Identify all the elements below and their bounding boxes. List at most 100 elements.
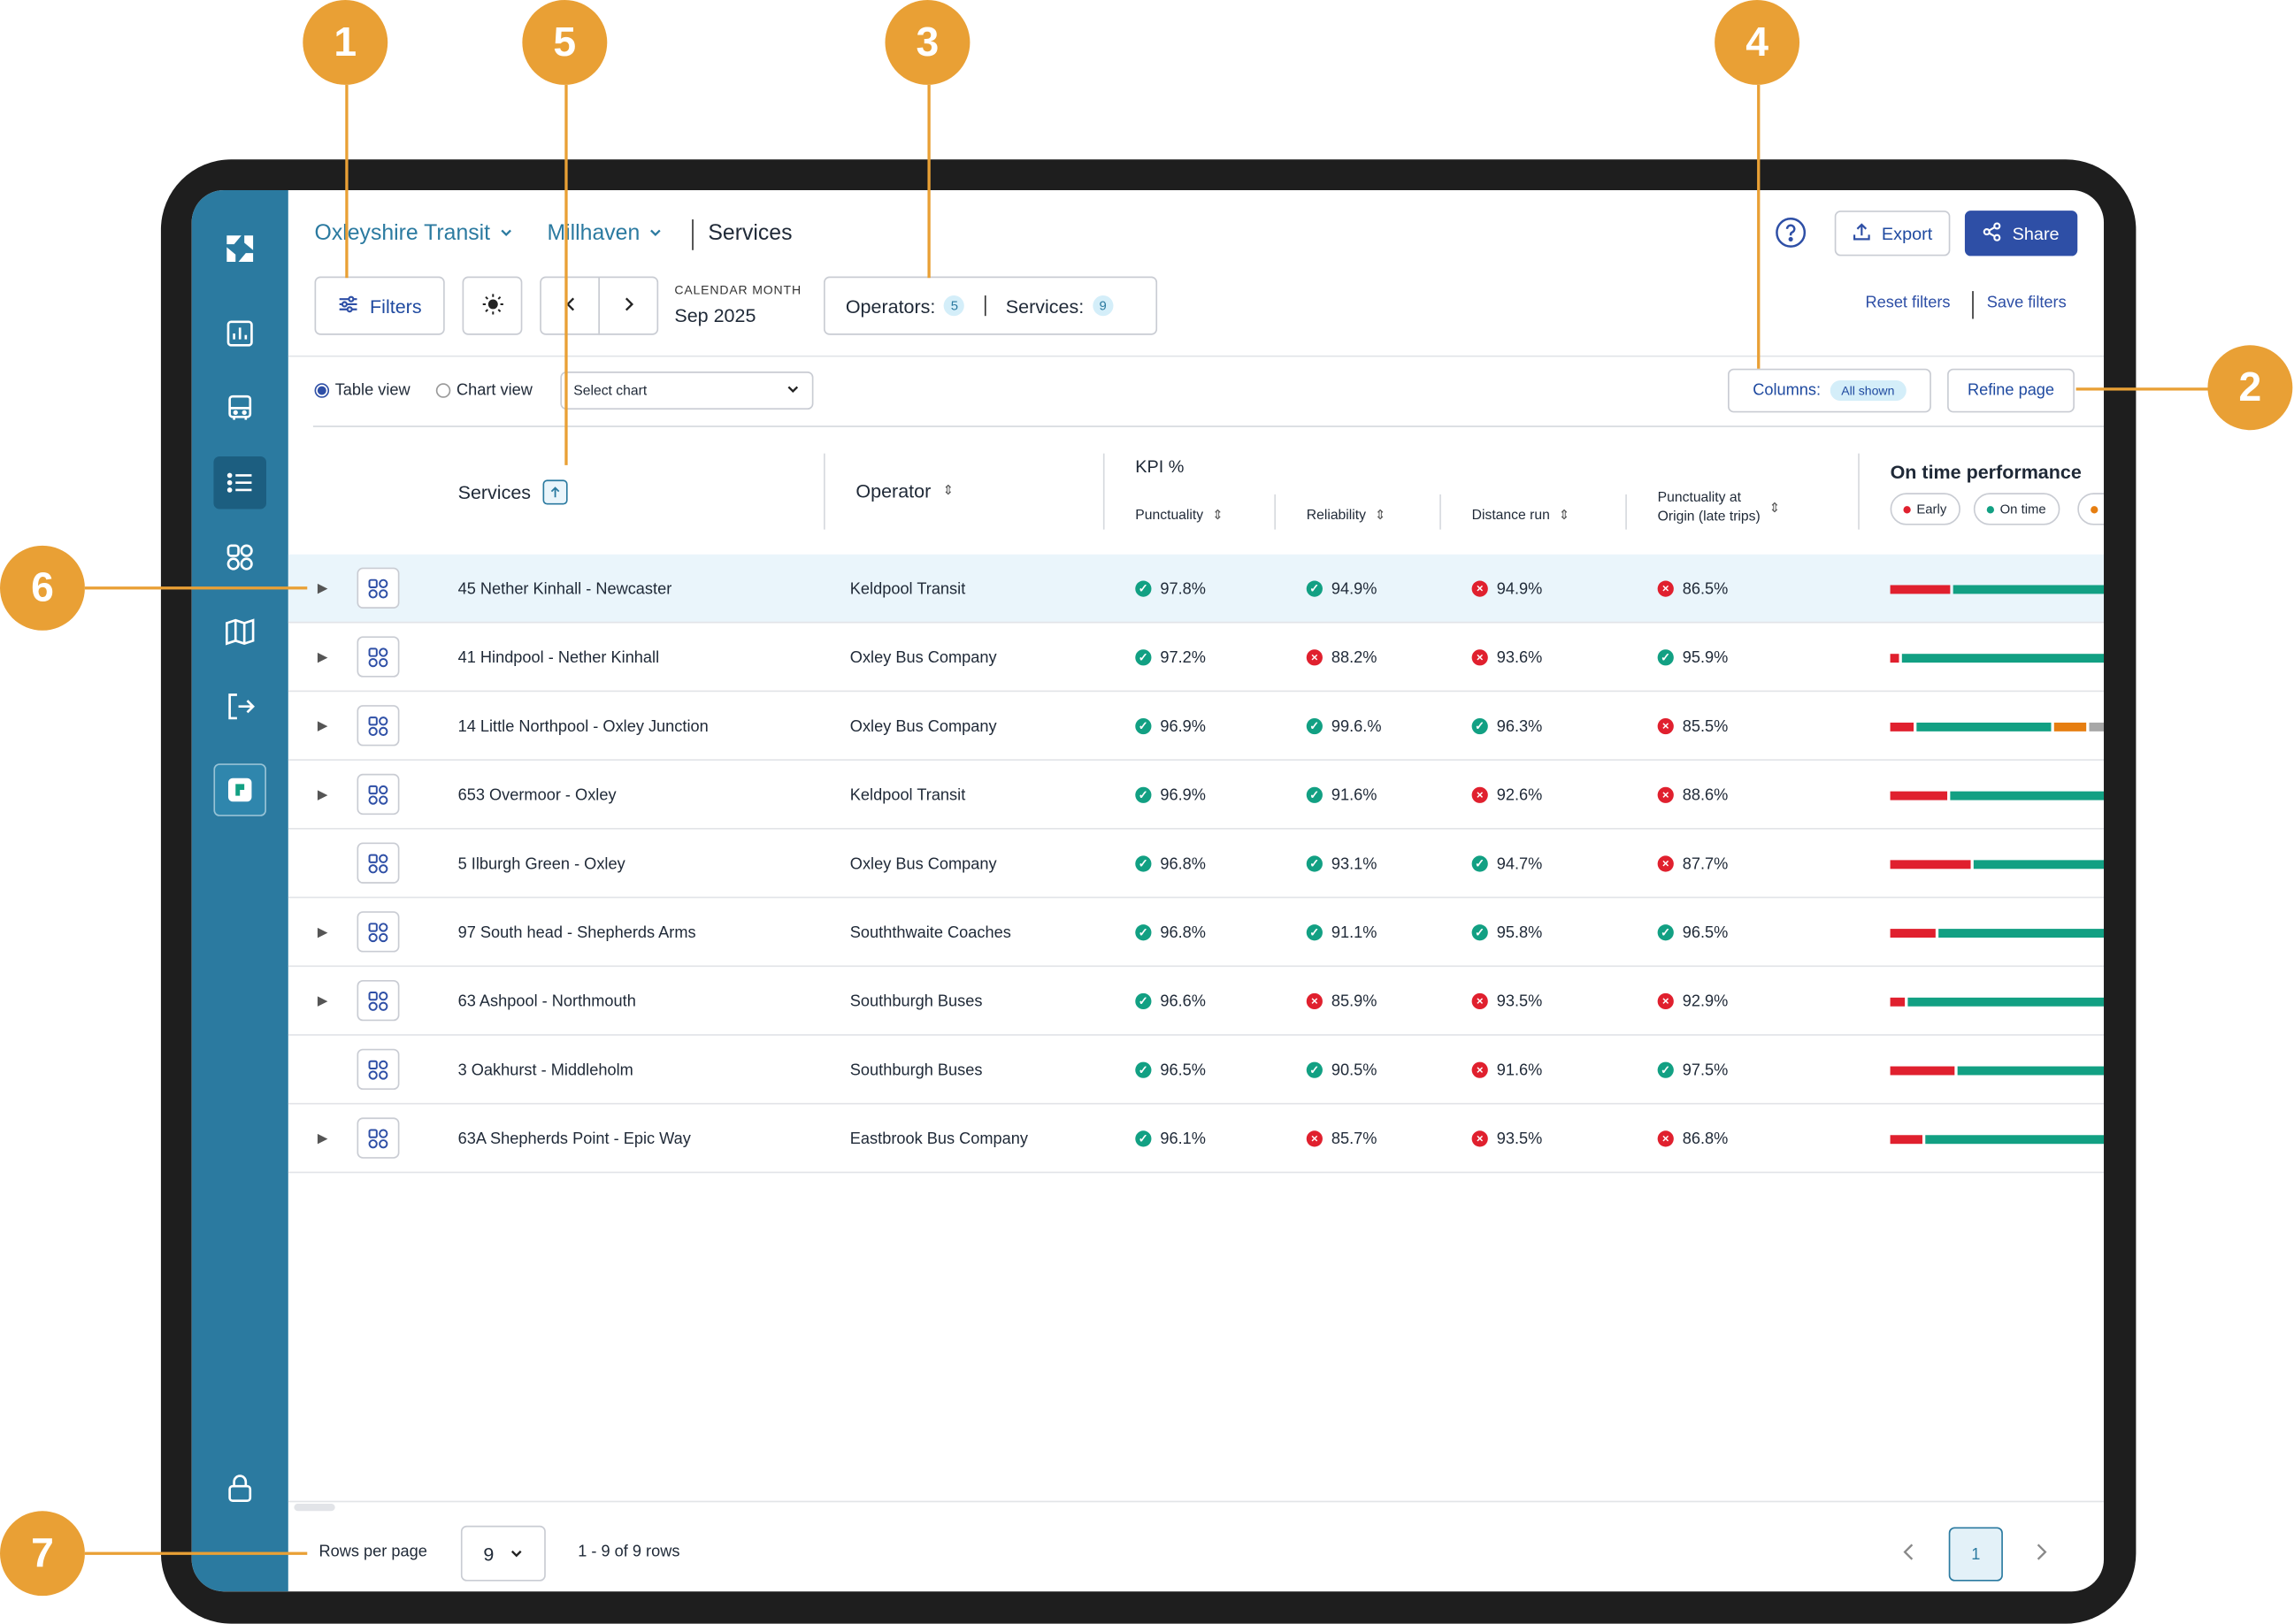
- previous-page-icon[interactable]: [1900, 1542, 1918, 1569]
- service-name[interactable]: 97 South head - Shepherds Arms: [457, 923, 696, 942]
- page-1-button[interactable]: 1: [1948, 1527, 2003, 1582]
- distance-run-value: 95.8%: [1496, 923, 1543, 942]
- chevron-left-icon: [561, 295, 579, 317]
- table-view-radio[interactable]: Table view: [314, 382, 410, 399]
- service-name[interactable]: 63A Shepherds Point - Epic Way: [457, 1130, 691, 1148]
- expand-row-icon[interactable]: ▶: [317, 649, 328, 664]
- reliability-column-header[interactable]: Reliability ⇕: [1307, 508, 1386, 524]
- breadcrumb-divider: [692, 219, 694, 250]
- map-icon[interactable]: [213, 606, 266, 659]
- reports-chart-icon[interactable]: [213, 307, 266, 360]
- expand-row-icon[interactable]: ▶: [317, 1130, 328, 1145]
- next-page-icon[interactable]: [2032, 1542, 2050, 1569]
- rows-per-page-select[interactable]: 9: [460, 1525, 546, 1582]
- service-shapes-icon[interactable]: [357, 1048, 400, 1091]
- punctuality-column-header[interactable]: Punctuality ⇕: [1135, 508, 1223, 524]
- legend-late[interactable]: [2077, 493, 2105, 525]
- service-name[interactable]: 5 Ilburgh Green - Oxley: [457, 854, 625, 873]
- check-circle-icon: ✓: [1306, 924, 1323, 941]
- breadcrumb-area[interactable]: Millhaven: [547, 221, 663, 246]
- legend-early[interactable]: Early: [1890, 493, 1960, 525]
- chevron-down-icon: [786, 381, 801, 400]
- punctuality-origin-value: 97.5%: [1682, 1061, 1729, 1079]
- callout-5-leader: [564, 84, 568, 465]
- service-shapes-icon[interactable]: [357, 705, 400, 747]
- lock-icon[interactable]: [213, 1461, 266, 1514]
- check-circle-icon: ✓: [1306, 717, 1323, 735]
- punctuality-header-label: Punctuality: [1135, 507, 1204, 525]
- share-button[interactable]: Share: [1964, 211, 2078, 257]
- breadcrumb-org[interactable]: Oxleyshire Transit: [315, 221, 514, 246]
- punctuality-cell: ✓ 96.8%: [1135, 898, 1206, 967]
- table-row[interactable]: ▶ 14 Little Northpool - Oxley Junction Oxl…: [288, 692, 2105, 761]
- reset-filters-link[interactable]: Reset filters: [1865, 294, 1951, 312]
- theme-toggle-button[interactable]: [462, 276, 523, 335]
- expand-row-icon[interactable]: ▶: [317, 992, 328, 1008]
- service-shapes-icon[interactable]: [357, 567, 400, 609]
- table-row[interactable]: ▶ 63A Shepherds Point - Epic Way Eastbrook…: [288, 1105, 2105, 1174]
- callout-2-leader: [2075, 387, 2210, 391]
- horizontal-scrollbar[interactable]: [294, 1504, 335, 1512]
- legend-on-time[interactable]: On time: [1973, 493, 2060, 525]
- expand-row-icon[interactable]: ▶: [317, 786, 328, 802]
- sort-icon: ⇕: [1212, 507, 1224, 523]
- service-name[interactable]: 3 Oakhurst - Middleholm: [457, 1061, 633, 1079]
- check-circle-icon: ✓: [1135, 1061, 1152, 1078]
- service-shapes-icon[interactable]: [357, 842, 400, 884]
- punctuality-origin-column-header[interactable]: Punctuality at Origin (late trips) ⇕: [1658, 488, 1781, 526]
- table-row[interactable]: ▶ 45 Nether Kinhall - Newcaster Keldpool T…: [288, 554, 2105, 624]
- service-shapes-icon[interactable]: [357, 636, 400, 678]
- next-period-button[interactable]: [598, 276, 659, 335]
- bus-icon[interactable]: [213, 382, 266, 435]
- check-circle-icon: ✓: [1657, 1061, 1674, 1078]
- export-button[interactable]: Export: [1834, 211, 1951, 257]
- service-name[interactable]: 41 Hindpool - Nether Kinhall: [457, 648, 660, 667]
- link-divider: [1972, 291, 1974, 319]
- service-name[interactable]: 14 Little Northpool - Oxley Junction: [457, 717, 709, 735]
- table-row[interactable]: ▶ 63 Ashpool - Northmouth Southburgh Buses…: [288, 967, 2105, 1036]
- save-filters-link[interactable]: Save filters: [1986, 294, 2067, 312]
- operator-column-header[interactable]: Operator ⇕: [855, 479, 954, 502]
- previous-period-button[interactable]: [540, 276, 601, 335]
- refine-page-button[interactable]: Refine page: [1947, 368, 2075, 413]
- table-row[interactable]: 3 Oakhurst - Middleholm Southburgh Buses ✓…: [288, 1036, 2105, 1105]
- table-row[interactable]: ▶ 41 Hindpool - Nether Kinhall Oxley Bus C…: [288, 623, 2105, 693]
- service-shapes-icon[interactable]: [357, 1117, 400, 1159]
- distance-run-column-header[interactable]: Distance run ⇕: [1472, 508, 1570, 524]
- services-column-header[interactable]: Services: [458, 479, 568, 505]
- select-chart-dropdown[interactable]: Select chart: [560, 372, 814, 410]
- service-name[interactable]: 653 Overmoor - Oxley: [457, 785, 617, 804]
- expand-row-icon[interactable]: ▶: [317, 717, 328, 733]
- scope-summary-button[interactable]: Operators: 5 Services: 9: [824, 276, 1158, 335]
- table-row[interactable]: 5 Ilburgh Green - Oxley Oxley Bus Company…: [288, 830, 2105, 899]
- punctuality-value: 96.9%: [1160, 717, 1206, 735]
- service-name[interactable]: 63 Ashpool - Northmouth: [457, 992, 636, 1010]
- filters-button[interactable]: Filters: [314, 276, 445, 335]
- help-icon[interactable]: [1775, 217, 1807, 257]
- columns-button[interactable]: Columns: All shown: [1728, 368, 1931, 413]
- otp-on-time-segment: [1937, 929, 2105, 938]
- table-row[interactable]: ▶ 653 Overmoor - Oxley Keldpool Transit ✓ 96…: [288, 761, 2105, 830]
- sort-icon: ⇕: [1374, 507, 1386, 523]
- expand-row-icon[interactable]: ▶: [317, 580, 328, 596]
- chart-view-radio[interactable]: Chart view: [435, 382, 533, 399]
- sort-ascending-icon[interactable]: [542, 479, 568, 505]
- punctuality-cell: ✓ 96.9%: [1135, 692, 1206, 761]
- punctuality-origin-cell: × 86.8%: [1657, 1105, 1728, 1174]
- expand-row-icon[interactable]: ▶: [317, 924, 328, 939]
- services-list-icon[interactable]: [213, 456, 266, 509]
- service-shapes-icon[interactable]: [357, 979, 400, 1022]
- app-logo-icon[interactable]: [213, 222, 266, 275]
- punctuality-value: 97.2%: [1160, 648, 1206, 667]
- logout-icon[interactable]: [213, 680, 266, 733]
- upload-icon: [1853, 222, 1871, 245]
- brand-card-icon[interactable]: [213, 763, 266, 816]
- operator-name: Oxley Bus Company: [849, 854, 997, 873]
- service-name[interactable]: 45 Nether Kinhall - Newcaster: [457, 579, 672, 598]
- cross-circle-icon: ×: [1471, 786, 1488, 803]
- dashboard-shapes-icon[interactable]: [213, 531, 266, 584]
- service-shapes-icon[interactable]: [357, 773, 400, 816]
- table-row[interactable]: ▶ 97 South head - Shepherds Arms Souththwa…: [288, 898, 2105, 968]
- service-shapes-icon[interactable]: [357, 911, 400, 953]
- header-divider: [1858, 453, 1860, 530]
